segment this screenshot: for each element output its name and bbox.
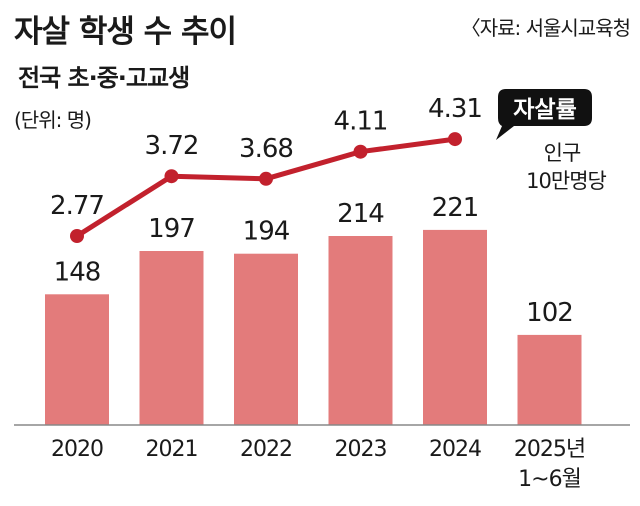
rate-point-2 bbox=[259, 171, 273, 186]
labels-layer: 148 197 194 214 221 102 2020 2021 2022 2023 2024 20… bbox=[50, 94, 586, 492]
chart-source: 〈자료: 서울시교육청 bbox=[460, 16, 631, 40]
legend-badge-label: 자살률 bbox=[513, 97, 576, 123]
bar-4 bbox=[423, 229, 487, 425]
x-tick-label-5-1: 1~6월 bbox=[518, 467, 581, 492]
bar-3 bbox=[328, 236, 393, 425]
bar-value-label-2: 194 bbox=[243, 217, 290, 247]
x-tick-label-2: 2022 bbox=[240, 437, 292, 462]
legend-note-line2: 10만명당 bbox=[526, 169, 606, 193]
bar-1 bbox=[139, 251, 204, 425]
rate-value-label-0: 2.77 bbox=[50, 191, 104, 221]
bar-value-label-5: 102 bbox=[526, 298, 573, 328]
bar-0 bbox=[45, 294, 109, 425]
bar-value-label-4: 221 bbox=[432, 193, 479, 223]
x-tick-label-4: 2024 bbox=[429, 437, 481, 462]
rate-value-label-1: 3.72 bbox=[145, 131, 199, 161]
rate-value-label-3: 4.11 bbox=[334, 107, 388, 137]
bar-value-label-1: 197 bbox=[148, 214, 195, 244]
bar-2 bbox=[234, 253, 298, 425]
rate-point-3 bbox=[353, 144, 368, 159]
rate-value-label-4: 4.31 bbox=[428, 94, 482, 124]
chart-title: 자살 학생 수 추이 bbox=[14, 14, 237, 50]
bar-value-label-0: 148 bbox=[54, 257, 101, 287]
x-tick-label-1: 2021 bbox=[146, 437, 198, 462]
chart-unit: (단위: 명) bbox=[14, 108, 92, 132]
bars-layer bbox=[14, 229, 630, 426]
bar-5 bbox=[517, 334, 582, 425]
x-tick-label-3: 2023 bbox=[335, 437, 387, 462]
legend-badge bbox=[496, 89, 592, 140]
legend-note-line1: 인구 bbox=[544, 141, 581, 165]
x-tick-label-0: 2020 bbox=[51, 437, 103, 462]
rate-point-1 bbox=[164, 169, 179, 184]
rate-point-0 bbox=[70, 229, 84, 243]
x-tick-label-5-0: 2025년 bbox=[514, 437, 585, 462]
rate-line-layer bbox=[70, 132, 462, 243]
rate-value-label-2: 3.68 bbox=[239, 134, 293, 164]
bar-value-label-3: 214 bbox=[337, 199, 384, 229]
rate-point-4 bbox=[448, 132, 462, 147]
chart-subtitle: 전국 초·중·고교생 bbox=[18, 64, 190, 92]
